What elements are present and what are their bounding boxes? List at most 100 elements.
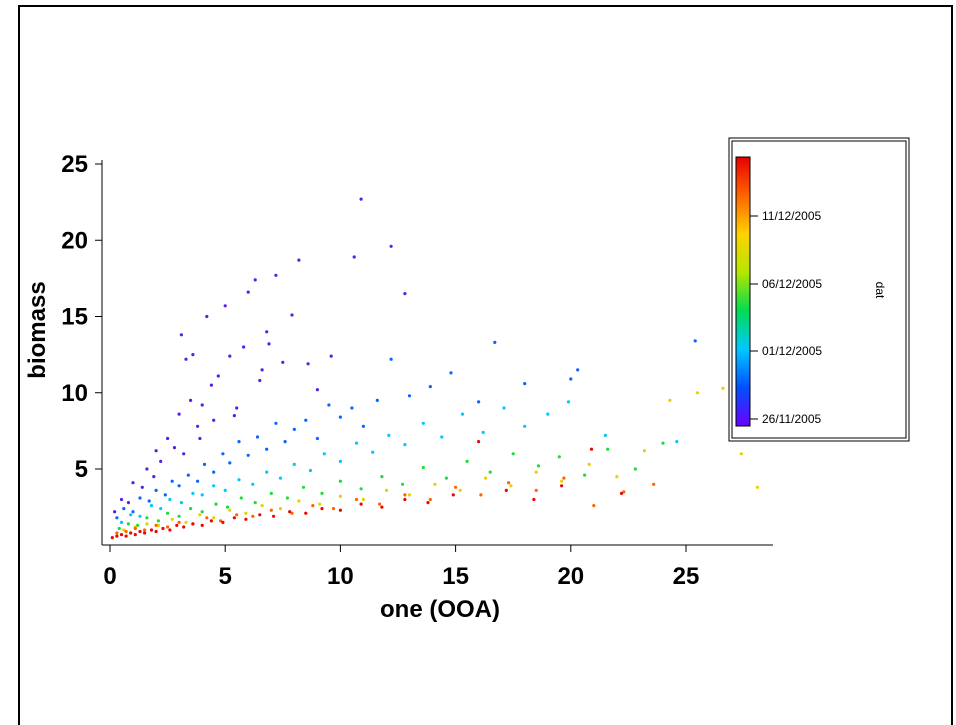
scatter-point — [269, 508, 273, 512]
scatter-point — [622, 490, 626, 494]
scatter-point — [359, 502, 363, 506]
scatter-point — [253, 501, 257, 505]
scatter-point — [403, 497, 407, 502]
scatter-point — [166, 525, 170, 529]
scatter-point — [329, 354, 333, 358]
scatter-point — [177, 484, 181, 488]
scatter-point — [161, 526, 165, 531]
scatter-point — [449, 371, 453, 375]
scatter-point — [576, 368, 580, 372]
scatter-point — [221, 520, 225, 525]
scatter-point — [131, 510, 135, 514]
scatter-point — [546, 412, 550, 416]
scatter-point — [175, 523, 179, 528]
scatter-point — [433, 482, 437, 486]
scatter-point — [110, 536, 114, 540]
scatter-point — [338, 494, 342, 498]
scatter-point — [477, 440, 481, 444]
scatter-point — [488, 470, 492, 474]
scatter-point — [232, 516, 236, 520]
scatter-point — [149, 528, 154, 532]
scatter-point — [278, 507, 283, 511]
scatter-point — [126, 522, 130, 526]
scatter-point — [338, 479, 342, 483]
scatter-point — [138, 496, 142, 500]
scatter-point — [375, 398, 379, 402]
scatter-point — [246, 290, 250, 294]
scatter-point — [272, 514, 276, 518]
scatter-point — [407, 394, 412, 398]
scatter-point — [311, 504, 315, 508]
scatter-point — [189, 398, 193, 402]
scatter-point — [237, 440, 241, 444]
scatter-point — [428, 385, 432, 389]
scatter-point — [739, 452, 743, 456]
scatter-point — [652, 482, 656, 486]
scatter-point — [212, 516, 216, 520]
scatter-point — [133, 526, 137, 531]
scatter-point — [124, 529, 128, 534]
scatter-point — [156, 523, 160, 528]
data-points — [110, 197, 760, 540]
scatter-point — [387, 433, 391, 437]
scatter-point — [384, 488, 389, 492]
scatter-point — [212, 484, 216, 488]
scatter-point — [354, 441, 359, 445]
scatter-point — [619, 491, 624, 495]
scatter-point — [352, 255, 356, 259]
scatter-point — [479, 493, 483, 497]
scatter-point — [191, 353, 195, 357]
scatter-point — [209, 519, 213, 523]
scatter-point — [129, 513, 133, 517]
scatter-point — [401, 482, 405, 486]
scatter-point — [200, 523, 204, 528]
scatter-point — [389, 357, 393, 361]
scatter-point — [122, 528, 126, 532]
colorbar-tick-label: 06/12/2005 — [762, 277, 822, 291]
scatter-point — [200, 493, 204, 497]
scatter-point — [145, 522, 149, 526]
scatter-point — [509, 484, 513, 488]
scatter-point — [331, 507, 336, 511]
scatter-point — [403, 493, 407, 497]
scatter-point — [440, 435, 444, 439]
scatter-point — [138, 529, 142, 534]
scatter-point — [755, 485, 760, 489]
scatter-point — [297, 258, 301, 262]
scatter-point — [154, 449, 158, 453]
scatter-point — [122, 507, 126, 511]
scatter-point — [481, 430, 485, 434]
scatter-point — [184, 520, 188, 525]
scatter-point — [196, 424, 200, 428]
scatter-point — [191, 522, 195, 526]
scatter-point — [124, 534, 128, 538]
scatter-point — [566, 400, 571, 404]
scatter-point — [661, 441, 665, 445]
scatter-point — [129, 531, 133, 535]
x-tick-label: 5 — [219, 563, 232, 590]
scatter-point — [115, 516, 119, 520]
scatter-point — [228, 461, 232, 465]
scatter-point — [244, 511, 248, 515]
scatter-point — [560, 484, 564, 488]
scatter-point — [292, 427, 296, 431]
scatter-point — [642, 449, 647, 453]
scatter-point — [242, 345, 246, 349]
scatter-point — [131, 481, 135, 485]
scatter-point — [451, 493, 455, 497]
scatter-point — [421, 465, 425, 470]
scatter-point — [380, 505, 384, 509]
scatter-point — [237, 478, 241, 482]
scatter-point — [297, 499, 301, 503]
scatter-point — [668, 398, 672, 402]
scatter-point — [163, 493, 167, 497]
scatter-point — [504, 488, 508, 492]
scatter-point — [378, 502, 382, 506]
scatter-point — [156, 519, 160, 523]
scatter-point — [251, 482, 255, 486]
scatter-point — [228, 508, 232, 512]
scatter-point — [260, 504, 264, 508]
scatter-point — [255, 435, 260, 439]
y-tick-label: 15 — [61, 304, 88, 331]
